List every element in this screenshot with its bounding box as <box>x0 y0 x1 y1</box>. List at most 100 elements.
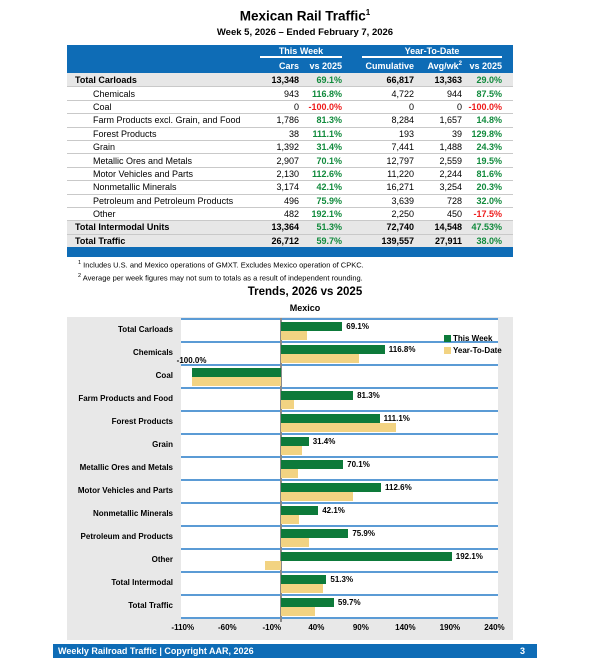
trends-bar-chart: Total Carloads 69.1% Chemicals 116.8% Coal -1… <box>67 317 513 640</box>
bar-year-to-date <box>280 423 397 432</box>
page-footer: Weekly Railroad Traffic | Copyright AAR,… <box>53 644 537 658</box>
row-label: Grain <box>93 142 116 153</box>
cell-avg-per-week: 2,559 <box>439 155 462 166</box>
bar-value-label: 81.3% <box>357 391 380 400</box>
cell-this-week-pct: 112.6% <box>311 168 342 179</box>
chart-category-label: Total Carloads <box>118 325 173 335</box>
col-header-vs-2025: vs 2025 <box>309 60 342 71</box>
bar-value-label: -100.0% <box>176 356 207 365</box>
row-label: Forest Products <box>93 128 157 139</box>
chart-category-label: Forest Products <box>111 417 173 427</box>
cell-this-week-pct: 116.8% <box>311 88 342 99</box>
table-body: Total Carloads 13,348 69.1% 66,817 13,363 29.… <box>67 73 513 248</box>
bar-this-week <box>280 506 319 515</box>
cell-avg-per-week: 2,244 <box>439 168 462 179</box>
legend-swatch-this-week <box>444 335 451 342</box>
cell-cumulative: 11,220 <box>387 168 414 179</box>
table-row: Nonmetallic Minerals 3,174 42.1% 16,271 3,25… <box>67 180 513 194</box>
table-row: Total Intermodal Units 13,364 51.3% 72,740 1… <box>67 220 513 234</box>
cell-this-week-pct: 59.7% <box>316 235 342 246</box>
cell-cars: 482 <box>283 209 299 220</box>
cell-avg-per-week: 450 <box>446 209 462 220</box>
category-band <box>181 435 498 456</box>
table-row: Chemicals 943 116.8% 4,722 944 87.5% <box>67 86 513 100</box>
cell-ytd-pct: 14.8% <box>476 115 502 126</box>
cell-ytd-pct: 32.0% <box>476 195 502 206</box>
bar-this-week <box>280 437 309 446</box>
row-label: Metallic Ores and Metals <box>93 155 193 166</box>
title-footnote-marker: 1 <box>365 8 371 17</box>
separator-line <box>181 456 498 458</box>
cell-cars: 26,712 <box>271 235 299 246</box>
cell-cars: 1,392 <box>276 142 299 153</box>
table-bottom-bar <box>67 247 513 258</box>
group-header-this-week: This Week <box>199 46 342 58</box>
x-axis-tick-label: 40% <box>308 623 325 632</box>
bar-year-to-date <box>280 584 324 593</box>
legend-item: Year-To-Date <box>444 345 502 356</box>
separator-line <box>181 502 498 504</box>
bar-year-to-date <box>280 492 354 501</box>
separator-line <box>181 387 498 389</box>
table-column-header-row: Cars vs 2025 Cumulative Avg/wk2 vs 2025 <box>67 58 513 73</box>
cell-this-week-pct: 81.3% <box>316 115 342 126</box>
cell-avg-per-week: 0 <box>456 101 462 112</box>
separator-line <box>181 525 498 527</box>
cell-this-week-pct: 31.4% <box>316 142 342 153</box>
bar-this-week <box>280 322 343 331</box>
cell-avg-per-week: 14,548 <box>434 222 462 233</box>
week-subtitle: Week 5, 2026 – Ended February 7, 2026 <box>216 27 394 38</box>
category-band <box>181 573 498 594</box>
table-group-header-row: This Week Year-To-Date <box>67 45 513 58</box>
cell-cars: 2,907 <box>276 155 299 166</box>
cell-cumulative: 139,557 <box>381 235 414 246</box>
cell-cars: 943 <box>283 88 299 99</box>
cell-cumulative: 0 <box>408 101 414 112</box>
x-axis-tick-label: 190% <box>439 623 461 632</box>
category-band <box>181 504 498 525</box>
separator-line <box>181 571 498 573</box>
separator-line <box>181 318 498 320</box>
cell-cumulative: 66,817 <box>386 74 414 85</box>
bar-year-to-date <box>191 377 281 386</box>
table-row: Coal 0 -100.0% 0 0 -100.0% <box>67 99 513 114</box>
cell-this-week-pct: -100.0% <box>308 101 342 112</box>
separator-line <box>181 433 498 435</box>
table-row: Farm Products excl. Grain, and Food 1,786… <box>67 113 513 127</box>
chart-category-label: Metallic Ores and Metals <box>79 463 173 473</box>
cell-cars: 3,174 <box>276 182 299 193</box>
cell-avg-per-week: 944 <box>446 88 462 99</box>
footnote-1: 1 Includes U.S. and Mexico operations of… <box>78 260 364 270</box>
cell-cumulative: 16,271 <box>386 182 414 193</box>
row-label: Farm Products excl. Grain, and Food <box>93 115 241 126</box>
bar-value-label: 192.1% <box>455 552 483 561</box>
separator-line <box>181 548 498 550</box>
page-number: 3 <box>519 646 525 656</box>
cell-cumulative: 72,740 <box>386 222 414 233</box>
cell-ytd-pct: 38.0% <box>476 235 502 246</box>
separator-line <box>181 617 498 619</box>
cell-cumulative: 3,639 <box>391 195 414 206</box>
footnotes: 1 Includes U.S. and Mexico operations of… <box>78 260 364 285</box>
cell-avg-per-week: 39 <box>451 128 462 139</box>
legend-item: This Week <box>444 333 502 344</box>
bar-year-to-date <box>280 607 315 616</box>
cell-avg-per-week: 728 <box>446 195 462 206</box>
col-header-vs-2025: vs 2025 <box>469 60 502 71</box>
bar-this-week <box>280 575 327 584</box>
cell-cumulative: 2,250 <box>391 209 414 220</box>
bar-this-week <box>280 598 334 607</box>
chart-category-label: Petroleum and Products <box>80 532 173 542</box>
chart-category-label: Coal <box>155 371 173 381</box>
bar-value-label: 75.9% <box>352 529 375 538</box>
legend-label: Year-To-Date <box>453 346 502 355</box>
cell-cars: 0 <box>293 101 299 112</box>
cell-this-week-pct: 51.3% <box>316 222 342 233</box>
x-axis-tick-label: 90% <box>352 623 369 632</box>
bar-year-to-date <box>280 400 294 409</box>
table-row: Grain 1,392 31.4% 7,441 1,488 24.3% <box>67 139 513 154</box>
row-label: Motor Vehicles and Parts <box>93 168 194 179</box>
table-row: Total Traffic 26,712 59.7% 139,557 27,911 38.… <box>67 233 513 248</box>
bar-year-to-date <box>280 515 299 524</box>
table-row: Forest Products 38 111.1% 193 39 129.8% <box>67 126 513 140</box>
